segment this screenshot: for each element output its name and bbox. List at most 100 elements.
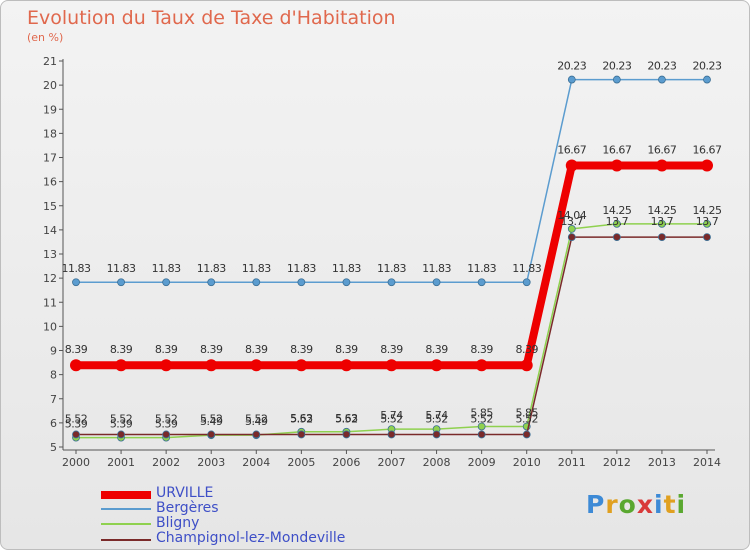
data-point (612, 75, 621, 84)
x-tick-label: 2004 (242, 456, 270, 469)
data-point (342, 430, 351, 439)
data-label: 13.7 (561, 215, 584, 228)
data-label: 5.52 (65, 412, 88, 425)
data-point (522, 278, 531, 287)
data-label: 8.39 (65, 343, 88, 356)
data-label: 5.52 (335, 412, 358, 425)
data-point (252, 278, 261, 287)
data-label: 5.63 (290, 412, 313, 425)
data-label: 5.52 (425, 412, 448, 425)
y-tick-label: 18 (43, 127, 57, 140)
data-label: 13.7 (651, 215, 674, 228)
series-line-1 (76, 78, 707, 283)
data-point (72, 430, 80, 439)
data-label: 5.49 (200, 415, 223, 428)
data-label: 8.39 (425, 343, 448, 356)
data-label: 5.63 (335, 412, 358, 425)
y-tick-label: 13 (43, 248, 57, 261)
data-label: 5.85 (470, 406, 493, 419)
data-point (612, 219, 621, 228)
x-tick-label: 2007 (378, 456, 406, 469)
data-point (703, 75, 711, 84)
data-label: 5.52 (155, 412, 178, 425)
data-label: 11.83 (332, 262, 361, 275)
data-label: 11.83 (197, 262, 226, 275)
y-tick-label: 11 (43, 296, 57, 309)
data-point (655, 159, 668, 172)
data-point (162, 430, 171, 439)
data-label: 11.83 (467, 262, 496, 275)
data-point (117, 278, 125, 287)
data-label: 5.74 (425, 409, 448, 422)
data-point (297, 278, 306, 287)
data-point (205, 359, 218, 372)
data-label: 11.83 (422, 262, 451, 275)
data-label: 11.83 (107, 262, 136, 275)
data-point (701, 159, 713, 172)
y-tick-label: 6 (50, 417, 57, 430)
data-label: 11.83 (287, 262, 316, 275)
data-point (567, 233, 576, 242)
logo-letter: P (586, 490, 606, 519)
x-tick-label: 2014 (693, 456, 721, 469)
data-label: 13.7 (606, 215, 629, 228)
x-tick-label: 2006 (332, 456, 360, 469)
data-point (160, 359, 173, 372)
data-label: 8.39 (380, 343, 403, 356)
data-label: 5.52 (380, 412, 403, 425)
data-label: 5.52 (290, 412, 313, 425)
data-label: 5.85 (515, 406, 538, 419)
proxiti-logo: ProxitiProxiti (586, 490, 686, 519)
legend-swatch-bligny (101, 523, 151, 525)
data-label: 5.49 (245, 415, 268, 428)
y-tick-label: 21 (43, 55, 57, 68)
x-tick-label: 2000 (62, 456, 90, 469)
logo-letter: x (636, 490, 654, 519)
chart-title: Evolution du Taux de Taxe d'Habitation (27, 7, 396, 29)
data-point (567, 75, 576, 84)
data-point (703, 219, 711, 228)
data-point (432, 430, 441, 439)
legend-label-bergeres: Bergères (156, 500, 219, 516)
data-point (430, 359, 443, 372)
data-point (703, 233, 711, 242)
data-point (250, 359, 263, 372)
chart-subtitle: (en %) (27, 31, 64, 44)
data-label: 11.83 (512, 262, 541, 275)
legend-label-urville: URVILLE (156, 485, 214, 501)
y-tick-label: 17 (43, 152, 57, 165)
logo-letter: i (654, 490, 664, 519)
data-label: 8.39 (515, 343, 538, 356)
data-point (612, 233, 621, 242)
data-label: 5.39 (155, 418, 178, 431)
data-point (252, 430, 261, 439)
data-label: 16.67 (557, 143, 586, 156)
y-tick-label: 15 (43, 200, 57, 213)
data-label: 5.52 (110, 412, 133, 425)
logo-letter: o (618, 490, 637, 519)
y-tick-label: 10 (43, 320, 57, 333)
data-point (432, 278, 441, 287)
x-tick-label: 2012 (603, 456, 631, 469)
series-line-2 (76, 223, 707, 439)
x-tick-label: 2003 (197, 456, 225, 469)
data-label: 14.25 (647, 204, 676, 217)
data-point (610, 159, 623, 172)
data-label: 14.25 (602, 204, 631, 217)
data-point (387, 430, 396, 439)
data-label: 8.39 (245, 343, 268, 356)
data-label: 13.7 (696, 215, 719, 228)
data-point (658, 219, 666, 228)
legend-swatch-bergeres (101, 508, 151, 510)
y-tick-label: 20 (43, 79, 57, 92)
data-point (295, 359, 308, 372)
data-label: 5.39 (110, 418, 133, 431)
data-label: 5.74 (380, 409, 403, 422)
data-label: 11.83 (242, 262, 271, 275)
logo-letter: r (605, 490, 619, 519)
data-label: 5.52 (200, 412, 223, 425)
data-label: 8.39 (335, 343, 358, 356)
data-point (207, 278, 216, 287)
data-point (565, 159, 578, 172)
